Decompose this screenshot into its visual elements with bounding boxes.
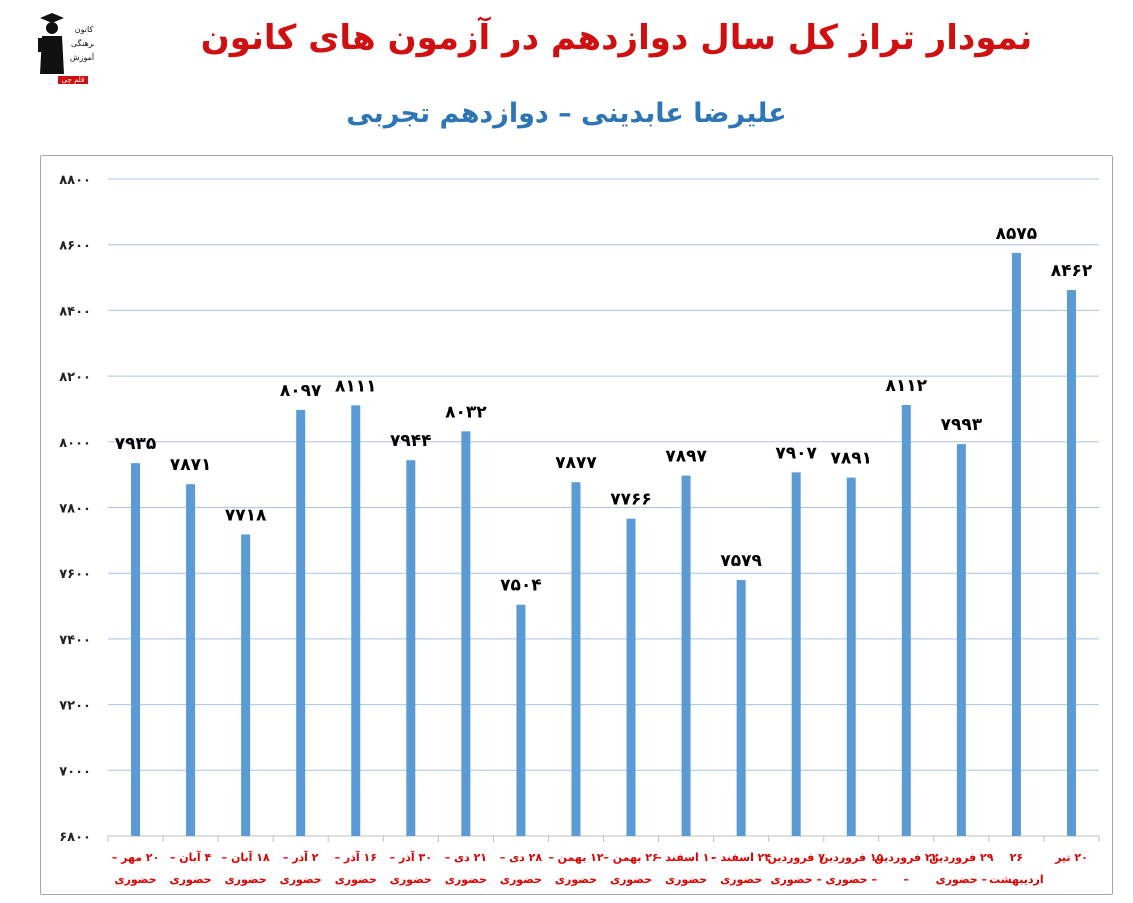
x-tick-label: حضوری	[445, 873, 487, 886]
y-tick-label: ۸۲۰۰	[59, 370, 91, 385]
y-tick-label: ۷۰۰۰	[59, 764, 91, 779]
bar	[296, 409, 306, 836]
x-tick-label: ۲۶ بهمن –	[603, 851, 658, 864]
chart-subtitle: علیرضا عابدینی – دوازدهم تجربی	[346, 98, 787, 129]
bar	[901, 405, 911, 836]
x-tick-label: ۱۰ اسفند –	[656, 851, 716, 864]
data-label: ۷۷۶۶	[610, 490, 652, 510]
x-tick-label: حضوری	[610, 873, 652, 886]
bar	[131, 463, 141, 836]
x-tick-label: ۲۸ دی –	[500, 851, 543, 864]
bar	[626, 518, 636, 836]
data-label: ۸۱۱۱	[335, 376, 377, 396]
x-tick-label: ۲ آذر –	[283, 850, 319, 864]
y-tick-label: ۷۴۰۰	[59, 633, 91, 648]
x-tick-label: ۱۲ بهمن –	[548, 851, 604, 864]
bar	[516, 604, 526, 836]
kanoon-logo: کانون فرهنگی آموزش قلم چی	[36, 12, 97, 86]
x-tick-label: ۱۸ آبان –	[222, 850, 270, 864]
x-tick-label: حضوری	[170, 873, 212, 886]
data-label: ۷۹۳۵	[115, 434, 157, 454]
x-tick-label: – حضوری	[826, 873, 877, 886]
data-label: ۷۸۹۱	[830, 449, 872, 469]
data-label: ۷۵۷۹	[720, 551, 762, 571]
x-tick-label: ۳۰ آذر –	[390, 850, 432, 864]
data-label: ۸۱۱۲	[886, 376, 928, 396]
x-tick-label: ۲۹ فروردین	[929, 851, 993, 864]
bar	[791, 472, 801, 836]
bar	[406, 460, 416, 836]
logo-text-line-1: کانون	[75, 25, 94, 34]
x-tick-label: حضوری	[555, 873, 597, 886]
bar	[846, 477, 856, 836]
x-tick-label: حضوری	[665, 873, 707, 886]
bar	[571, 482, 581, 836]
bar	[956, 444, 966, 836]
bar-chart: ۶۸۰۰ ۷۰۰۰ ۷۲۰۰ ۷۴۰۰ ۷۶۰۰ ۷۸۰۰ ۸۰۰۰ ۸۲۰۰ ۸۴۰۰ ۸۶۰۰…	[59, 173, 1100, 886]
data-label: ۷۸۷۷	[555, 453, 597, 473]
data-label: ۸۰۳۲	[445, 402, 487, 422]
x-tick-label: –	[904, 873, 910, 886]
y-tick-label: ۸۸۰۰	[59, 173, 91, 188]
chart-frame: ۶۸۰۰ ۷۰۰۰ ۷۲۰۰ ۷۴۰۰ ۷۶۰۰ ۷۸۰۰ ۸۰۰۰ ۸۲۰۰ ۸۴۰۰ ۸۶۰۰…	[40, 155, 1113, 895]
x-tick-label: – حضوری	[770, 873, 821, 886]
bar	[736, 580, 746, 836]
x-tick-label: ۲۲ فروردین	[874, 851, 938, 864]
bar	[461, 431, 471, 836]
bar	[241, 534, 251, 836]
x-tick-label: ۲۴ اسفند –	[711, 851, 771, 864]
bar	[186, 484, 196, 836]
data-label: ۸۰۹۷	[280, 381, 322, 401]
bar	[681, 475, 691, 836]
bar	[1011, 252, 1021, 837]
data-label: ۷۵۰۴	[500, 576, 542, 596]
y-tick-label: ۶۸۰۰	[59, 830, 91, 845]
data-label: ۸۵۷۵	[996, 224, 1038, 244]
y-tick-label: ۸۴۰۰	[59, 304, 91, 319]
data-label: ۷۷۱۸	[225, 505, 267, 525]
kanoon-logo-icon	[38, 13, 88, 84]
bar	[1066, 290, 1076, 836]
bar	[351, 405, 361, 836]
data-label: ۷۹۹۳	[941, 415, 983, 435]
x-tick-label: اردیبهشت	[989, 873, 1043, 886]
x-tick-label: حضوری	[335, 873, 377, 886]
y-tick-label: ۸۶۰۰	[59, 239, 91, 254]
y-tick-label: ۸۰۰۰	[59, 436, 91, 451]
x-tick-label: حضوری	[280, 873, 322, 886]
y-tick-label: ۷۸۰۰	[59, 502, 91, 517]
x-tick-label: ۲۱ دی –	[445, 851, 487, 864]
x-tick-label: ۷ فروردین	[767, 851, 825, 864]
data-label: ۷۹۴۴	[390, 431, 432, 451]
x-tick-label: ۱۵ فروردین	[819, 851, 883, 864]
logo-text-line-2: فرهنگی	[71, 38, 94, 48]
x-tick-label: حضوری	[225, 873, 267, 886]
x-tick-label: ۲۰ مهر –	[112, 851, 160, 864]
x-tick-label: حضوری	[720, 873, 762, 886]
x-tick-label: ۱۶ آذر –	[335, 850, 377, 864]
x-tick-label: ۲۰ تیر	[1054, 851, 1088, 864]
data-label: ۷۸۹۷	[665, 447, 707, 467]
x-tick-label: ۲۶	[1010, 851, 1023, 864]
data-label: ۷۹۰۷	[775, 443, 817, 463]
data-label: ۷۸۷۱	[170, 455, 212, 475]
y-tick-label: ۷۲۰۰	[59, 699, 91, 714]
x-tick-label: – حضوری	[936, 873, 987, 886]
chart-title: نمودار تراز کل سال دوازدهم در آزمون های …	[200, 18, 1033, 58]
x-tick-label: حضوری	[390, 873, 432, 886]
logo-text-line-3: آموزش	[70, 52, 94, 62]
x-tick-label: حضوری	[114, 873, 156, 886]
x-tick-label: ۴ آبان –	[170, 850, 212, 864]
data-label: ۸۴۶۲	[1051, 261, 1093, 281]
logo-text-line-4: قلم چی	[62, 76, 85, 84]
y-tick-label: ۷۶۰۰	[59, 567, 91, 582]
x-tick-label: حضوری	[500, 873, 542, 886]
